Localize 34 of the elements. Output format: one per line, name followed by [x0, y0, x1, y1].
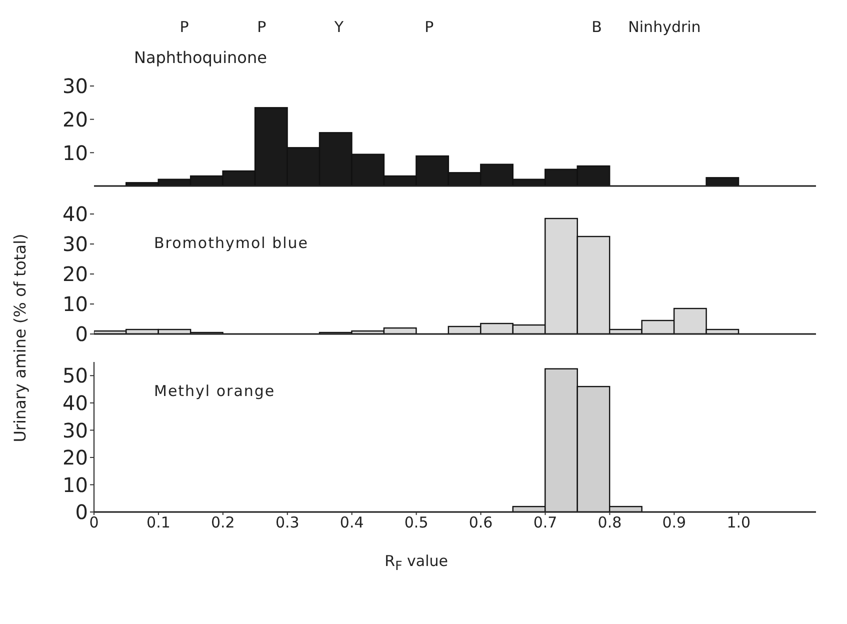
y-tick-label: 40: [62, 202, 88, 226]
y-tick-label: 50: [62, 364, 88, 388]
x-axis-title: R$_{F}$ value: [384, 552, 450, 573]
y-tick-label: 0: [75, 322, 88, 346]
y-tick-label: 40: [62, 391, 88, 416]
x-tick-label: 0.1: [146, 514, 170, 532]
y-tick-label: 10: [62, 472, 88, 497]
x-tick-label: 0.9: [662, 514, 686, 532]
y-tick-label: 20: [62, 107, 88, 132]
x-tick-label: 0.5: [404, 514, 428, 532]
text: B: [592, 18, 602, 36]
x-tick-label: 1.0: [726, 514, 751, 532]
y-tick-label: 30: [62, 232, 88, 256]
y-axis-title: Urinary amine (% of total): [10, 234, 30, 442]
y-tick-label: 10: [62, 292, 88, 316]
x-tick-label: 0.4: [340, 514, 364, 532]
text: Bromothymol blue: [154, 234, 309, 252]
x-tick-label: 0.3: [275, 514, 300, 532]
x-tick-label: 0.2: [211, 514, 235, 532]
text: Y: [334, 18, 344, 36]
x-tick-label: 0.8: [598, 514, 622, 532]
x-tick-label: 0.7: [533, 514, 558, 532]
y-tick-label: 20: [62, 262, 88, 286]
y-tick-label: 20: [62, 446, 88, 470]
text: P: [257, 18, 266, 36]
y-tick-label: 30: [62, 74, 88, 98]
text: Methyl orange: [154, 382, 276, 400]
y-tick-label: 10: [62, 140, 88, 165]
x-tick-label: 0.6: [468, 514, 493, 532]
y-tick-label: 30: [62, 418, 88, 442]
text: P: [180, 18, 189, 36]
text: P: [424, 18, 434, 36]
text: Ninhydrin: [628, 18, 701, 36]
chart-title: Naphthoquinone: [134, 48, 267, 67]
